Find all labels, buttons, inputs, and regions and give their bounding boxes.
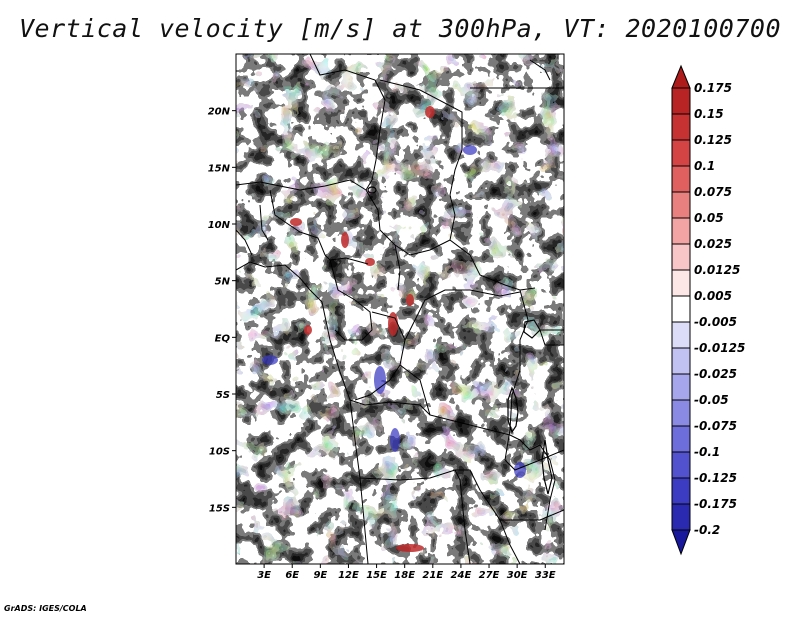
colorbar-swatch <box>671 451 691 479</box>
colorbar-bottom-triangle <box>671 529 691 556</box>
plot-title: Vertical velocity [m/s] at 300hPa, VT: 2… <box>18 14 781 43</box>
colorbar-swatch <box>671 87 691 115</box>
colorbar-swatch <box>671 347 691 375</box>
colorbar-level-label: 0.005 <box>694 289 732 303</box>
lat-tick-label: 10S <box>209 447 230 458</box>
colorbar-swatch <box>671 295 691 323</box>
grads-credit: GrADS: IGES/COLA <box>4 604 87 613</box>
colorbar-swatch <box>671 243 691 271</box>
colorbar-level-label: -0.125 <box>694 471 737 485</box>
longitude-axis: 3E 6E 9E 12E 15E 18E 21E 24E 27E 30E 33E <box>257 564 556 581</box>
lat-tick-label: 15S <box>209 503 230 514</box>
lon-tick-label: 15E <box>366 570 387 581</box>
colorbar-top-triangle <box>671 64 691 89</box>
colorbar-swatch <box>671 399 691 427</box>
colorbar-level-label: -0.2 <box>694 523 720 537</box>
colorbar-swatch <box>671 113 691 141</box>
colorbar-level-label: 0.025 <box>694 237 732 251</box>
lon-tick-label: 30E <box>507 570 528 581</box>
map-frame <box>235 53 565 565</box>
lat-tick-label: 5S <box>216 390 230 401</box>
colorbar-level-label: 0.0125 <box>694 263 740 277</box>
colorbar: 0.175 0.15 0.125 0.1 0.075 0.05 0.025 0.0125 0.0… <box>671 64 745 556</box>
colorbar-level-label: -0.1 <box>694 445 720 459</box>
colorbar-level-label: -0.175 <box>694 497 737 511</box>
colorbar-level-label: -0.0125 <box>694 341 745 355</box>
colorbar-swatch <box>671 425 691 453</box>
colorbar-swatch <box>671 477 691 505</box>
colorbar-swatch <box>671 217 691 245</box>
lon-tick-label: 27E <box>479 570 500 581</box>
colorbar-level-label: 0.05 <box>694 211 724 225</box>
political-boundaries <box>236 54 564 564</box>
lon-tick-label: 12E <box>338 570 359 581</box>
lat-tick-label: 15N <box>208 163 231 174</box>
lon-tick-label: 18E <box>394 570 415 581</box>
colorbar-level-label: 0.15 <box>694 107 724 121</box>
lon-tick-label: 21E <box>422 570 443 581</box>
colorbar-level-label: 0.175 <box>694 81 732 95</box>
lat-tick-label: EQ <box>215 333 231 344</box>
colorbar-swatch <box>671 139 691 167</box>
colorbar-level-label: 0.125 <box>694 133 732 147</box>
lon-tick-label: 3E <box>257 570 271 581</box>
lat-tick-label: 20N <box>208 107 231 118</box>
strong-updraft-cells <box>290 106 435 552</box>
lon-tick-label: 33E <box>535 570 556 581</box>
colorbar-level-label: -0.025 <box>694 367 737 381</box>
colorbar-level-label: -0.075 <box>694 419 737 433</box>
colorbar-level-label: -0.05 <box>694 393 729 407</box>
lon-tick-label: 6E <box>285 570 299 581</box>
colorbar-level-label: 0.1 <box>694 159 715 173</box>
colorbar-swatch <box>671 321 691 349</box>
lon-tick-label: 9E <box>313 570 327 581</box>
colorbar-swatch <box>671 165 691 193</box>
strong-downdraft-cells <box>262 145 526 478</box>
lat-tick-label: 5N <box>215 277 231 288</box>
vertical-velocity-field <box>236 54 564 564</box>
great-lakes <box>367 186 553 495</box>
colorbar-swatch <box>671 269 691 297</box>
lon-tick-label: 24E <box>451 570 472 581</box>
colorbar-level-label: -0.005 <box>694 315 737 329</box>
colorbar-swatch <box>671 373 691 401</box>
latitude-axis: 20N 15N 10N 5N EQ 5S 10S 15S <box>208 107 236 514</box>
colorbar-level-label: 0.075 <box>694 185 732 199</box>
lat-tick-label: 10N <box>208 220 231 231</box>
colorbar-swatch <box>671 503 691 531</box>
colorbar-swatch <box>671 191 691 219</box>
